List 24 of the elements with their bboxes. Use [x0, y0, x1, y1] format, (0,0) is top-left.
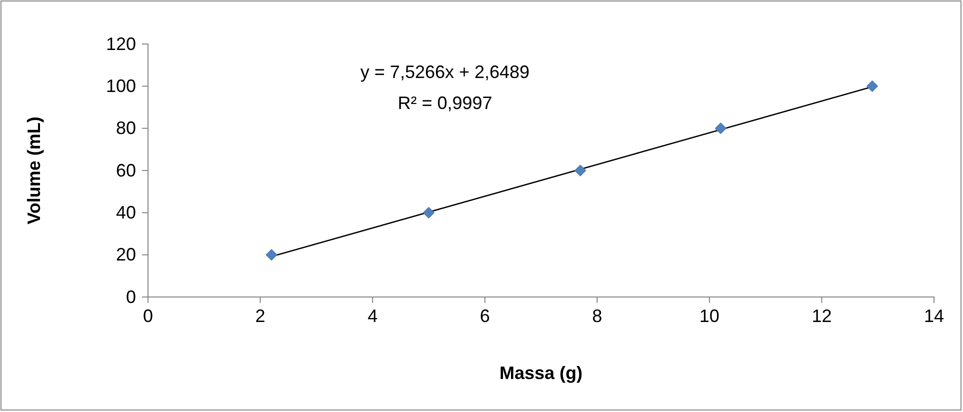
y-tick-label: 100 — [106, 76, 136, 96]
y-axis-title: Volume (mL) — [24, 116, 44, 224]
annotation: R² = 0,9997 — [398, 93, 492, 113]
y-tick-label: 0 — [126, 286, 136, 307]
y-tick-label: 20 — [116, 244, 136, 265]
point — [574, 164, 586, 176]
point — [266, 248, 278, 261]
point — [866, 80, 878, 92]
x-tick-label: 2 — [255, 306, 266, 326]
y-tick-label: 40 — [116, 202, 136, 222]
x-tick-label: 14 — [924, 306, 944, 326]
x-axis-title: Massa (g) — [499, 363, 583, 383]
x-tick-label: 0 — [142, 306, 154, 326]
x-tick-label: 12 — [812, 306, 832, 326]
y-tick-label: 120 — [106, 34, 136, 54]
annotation: y = 7,5266x + 2,6489 — [360, 62, 530, 82]
y-tick-label: 80 — [116, 118, 136, 138]
point — [714, 122, 727, 134]
x-tick-label: 8 — [592, 306, 602, 326]
x-tick-label: 6 — [480, 306, 490, 326]
x-tick-label: 10 — [699, 306, 720, 326]
point — [422, 206, 435, 219]
y-tick-label: 60 — [116, 160, 136, 180]
x-tick-label: 4 — [368, 306, 378, 326]
